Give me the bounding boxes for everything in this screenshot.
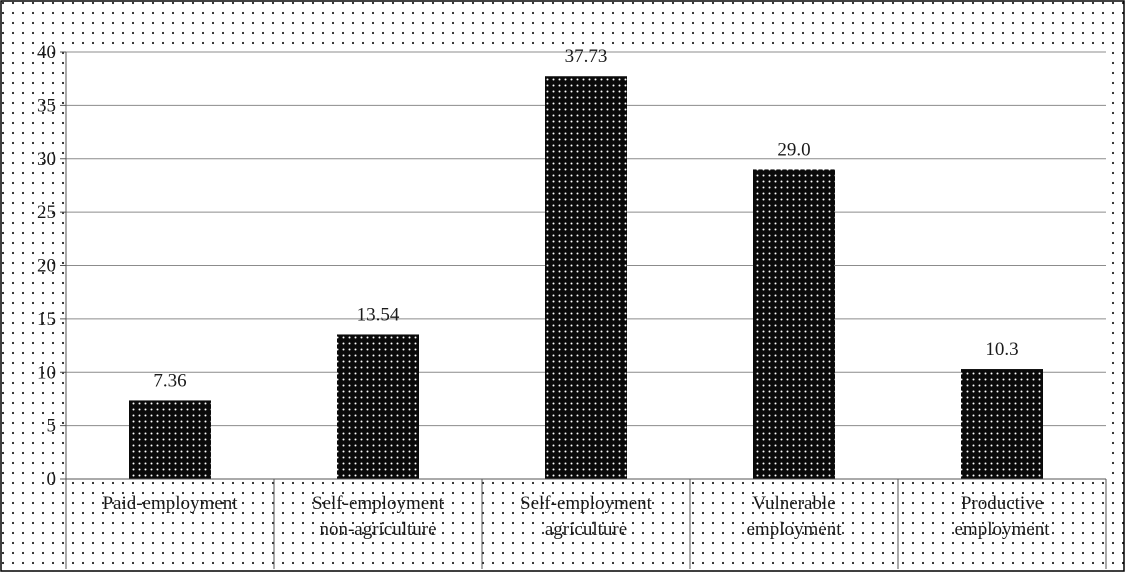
category-label: employment	[955, 519, 1051, 540]
bar-value-label: 7.36	[153, 370, 186, 391]
bar-3	[545, 76, 627, 480]
bar-value-label: 10.3	[985, 339, 1018, 360]
y-tick-label: 10	[37, 362, 56, 383]
bar-value-label: 13.54	[357, 304, 400, 325]
axes	[60, 51, 1107, 569]
bar-value-label: 29.0	[777, 139, 810, 160]
bar-1	[129, 400, 211, 479]
category-label: Vulnerable	[752, 493, 835, 514]
category-label: agriculture	[545, 519, 627, 540]
y-tick-label: 35	[37, 95, 56, 116]
bar-value-label: 37.73	[565, 46, 608, 67]
y-tick-label: 15	[37, 309, 56, 330]
y-tick-label: 0	[47, 469, 57, 490]
bar-2	[337, 334, 419, 479]
y-tick-label: 30	[37, 149, 56, 170]
bar-5	[961, 369, 1043, 479]
category-label: non-agriculture	[319, 519, 436, 540]
bars	[129, 76, 1043, 480]
category-label: Self-employment	[312, 493, 445, 514]
category-label: Self-employment	[520, 493, 653, 514]
y-tick-label: 5	[47, 416, 57, 437]
category-label: Paid-employment	[102, 493, 238, 514]
labels: 0 5 10 15 20 25 30 35 40 7.36 Paid-employment 13.54…	[37, 42, 1050, 540]
category-label: employment	[747, 519, 843, 540]
category-label: Productive	[961, 493, 1043, 514]
y-tick-label: 25	[37, 202, 56, 223]
category-label-band	[66, 479, 1106, 572]
y-tick-label: 40	[37, 42, 56, 63]
y-tick-label: 20	[37, 256, 56, 277]
bar-4	[753, 169, 835, 480]
